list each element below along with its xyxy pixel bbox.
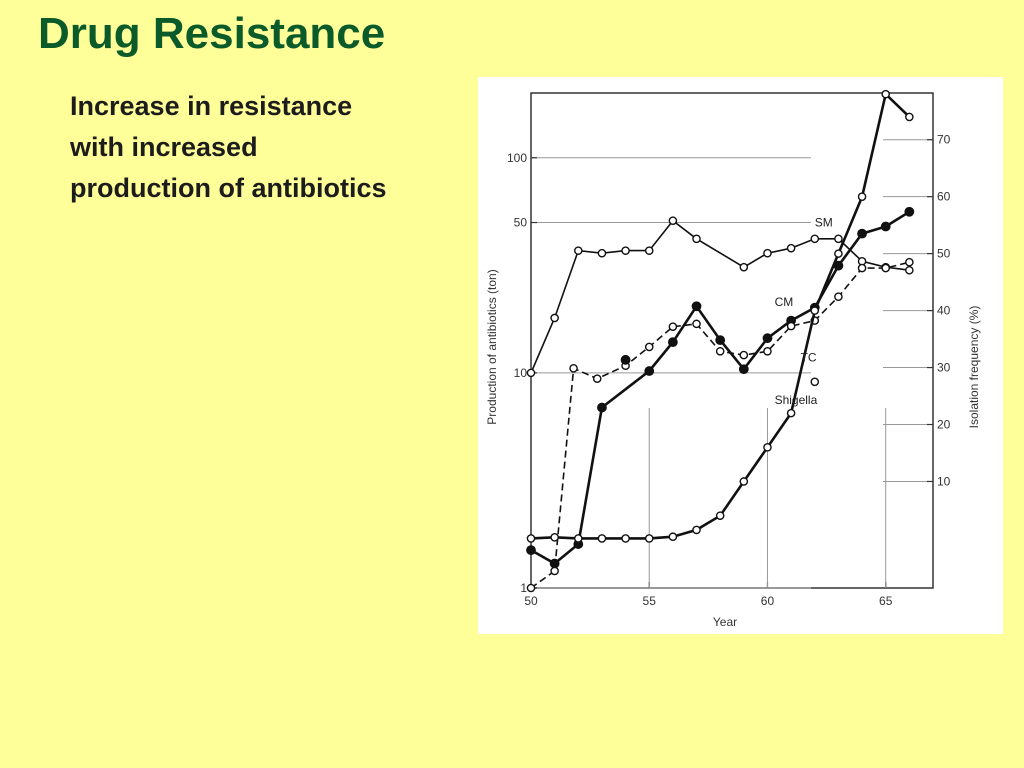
point-sm-12 — [834, 234, 843, 244]
series-label-tc: TC — [801, 350, 817, 364]
plot-area-frame — [530, 92, 934, 589]
point-shigella-6 — [668, 532, 678, 542]
point-shigella-3 — [597, 534, 607, 543]
y2-tick-label-1: 60 — [937, 190, 951, 204]
point-cm-8 — [738, 364, 749, 375]
point-shigella-8 — [715, 511, 725, 520]
point-sm-11 — [810, 234, 820, 244]
point-sm-2 — [573, 246, 583, 255]
subtitle-line-3: production of antibiotics — [70, 173, 387, 203]
point-shigella-5 — [644, 534, 654, 543]
point-shigella-7 — [692, 525, 701, 535]
point-sm-0 — [526, 368, 536, 378]
point-tc-14 — [857, 263, 867, 273]
y-tick-label-0: 100 — [507, 151, 527, 165]
subtitle-line-2: with increased — [70, 132, 258, 162]
series-line-shigella — [530, 91, 911, 540]
extra-marker-1 — [810, 377, 820, 387]
point-shigella-15 — [881, 89, 891, 99]
y2-tick-label-6: 10 — [937, 474, 951, 488]
x-tick-label-3: 65 — [879, 594, 893, 608]
point-shigella-16 — [905, 112, 914, 122]
point-shigella-13 — [834, 249, 843, 258]
series-label-cm: CM — [775, 295, 794, 309]
point-tc-5 — [644, 342, 654, 352]
point-cm-15 — [904, 206, 915, 217]
point-tc-9 — [739, 350, 749, 360]
y-axis-title: Production of antibiotics (ton) — [485, 269, 499, 424]
series-label-shigella: Shigella — [775, 393, 818, 407]
point-sm-9 — [763, 248, 772, 258]
point-sm-8 — [739, 262, 749, 272]
y2-tick-label-4: 30 — [937, 361, 951, 375]
point-tc-3 — [592, 374, 602, 383]
point-tc-11 — [786, 321, 796, 331]
x-axis-title: Year — [713, 615, 737, 629]
point-cm-13 — [857, 228, 867, 239]
point-shigella-12 — [810, 306, 820, 315]
y-tick-label-2: 10 — [514, 366, 528, 380]
series-line-cm — [530, 210, 911, 566]
y-tick-label-1: 50 — [514, 216, 528, 230]
x-tick-label-2: 60 — [761, 594, 775, 608]
slide-title: Drug Resistance — [38, 9, 386, 58]
slide-subtitle: Increase in resistance with increased pr… — [70, 86, 480, 209]
point-tc-1 — [550, 566, 559, 576]
point-shigella-14 — [857, 192, 867, 201]
y2-tick-label-3: 40 — [937, 304, 951, 318]
point-tc-10 — [763, 346, 772, 356]
point-sm-3 — [597, 248, 607, 258]
series-label-sm: SM — [815, 215, 833, 229]
figure-panel: Year Production of antibiotics (ton) Iso… — [478, 77, 1003, 634]
point-cm-6 — [691, 301, 702, 312]
y2-tick-label-5: 20 — [937, 418, 951, 432]
extra-marker-0 — [620, 354, 631, 365]
point-sm-6 — [668, 216, 678, 225]
point-shigella-4 — [621, 534, 630, 543]
point-tc-8 — [715, 346, 725, 356]
point-tc-16 — [905, 257, 914, 267]
point-sm-7 — [692, 234, 701, 244]
point-cm-5 — [667, 337, 678, 348]
y2-tick-label-0: 70 — [937, 133, 951, 147]
point-cm-0 — [526, 545, 536, 556]
point-shigella-10 — [763, 443, 772, 452]
point-tc-6 — [668, 322, 678, 331]
y2-tick-label-2: 50 — [937, 247, 951, 261]
point-sm-5 — [644, 246, 654, 255]
point-tc-13 — [834, 292, 843, 302]
x-tick-label-1: 55 — [643, 594, 657, 608]
point-tc-7 — [692, 319, 701, 329]
point-shigella-1 — [550, 533, 559, 542]
point-tc-0 — [526, 583, 536, 593]
point-cm-9 — [762, 333, 773, 344]
point-sm-4 — [621, 246, 630, 255]
point-shigella-0 — [526, 534, 536, 543]
point-cm-3 — [597, 402, 607, 413]
point-tc-15 — [881, 263, 891, 273]
point-cm-14 — [880, 221, 891, 232]
point-cm-7 — [715, 335, 726, 346]
subtitle-line-1: Increase in resistance — [70, 91, 353, 121]
x-tick-label-0: 50 — [524, 594, 538, 608]
point-shigella-2 — [573, 534, 583, 543]
point-sm-15 — [905, 265, 914, 275]
point-tc-2 — [569, 364, 578, 373]
point-sm-10 — [786, 243, 796, 253]
chart-svg: Year Production of antibiotics (ton) Iso… — [485, 89, 981, 629]
point-shigella-9 — [739, 477, 749, 486]
y2-axis-title: Isolation frequency (%) — [967, 306, 981, 429]
point-sm-1 — [550, 313, 559, 323]
chart-marks: 100 50 10 1 70 60 50 40 30 20 10 50 55 60 65 SM CM TC Shig… — [507, 89, 951, 608]
y-tick-label-3: 1 — [520, 581, 527, 595]
point-cm-4 — [644, 366, 655, 376]
point-shigella-11 — [786, 408, 796, 418]
